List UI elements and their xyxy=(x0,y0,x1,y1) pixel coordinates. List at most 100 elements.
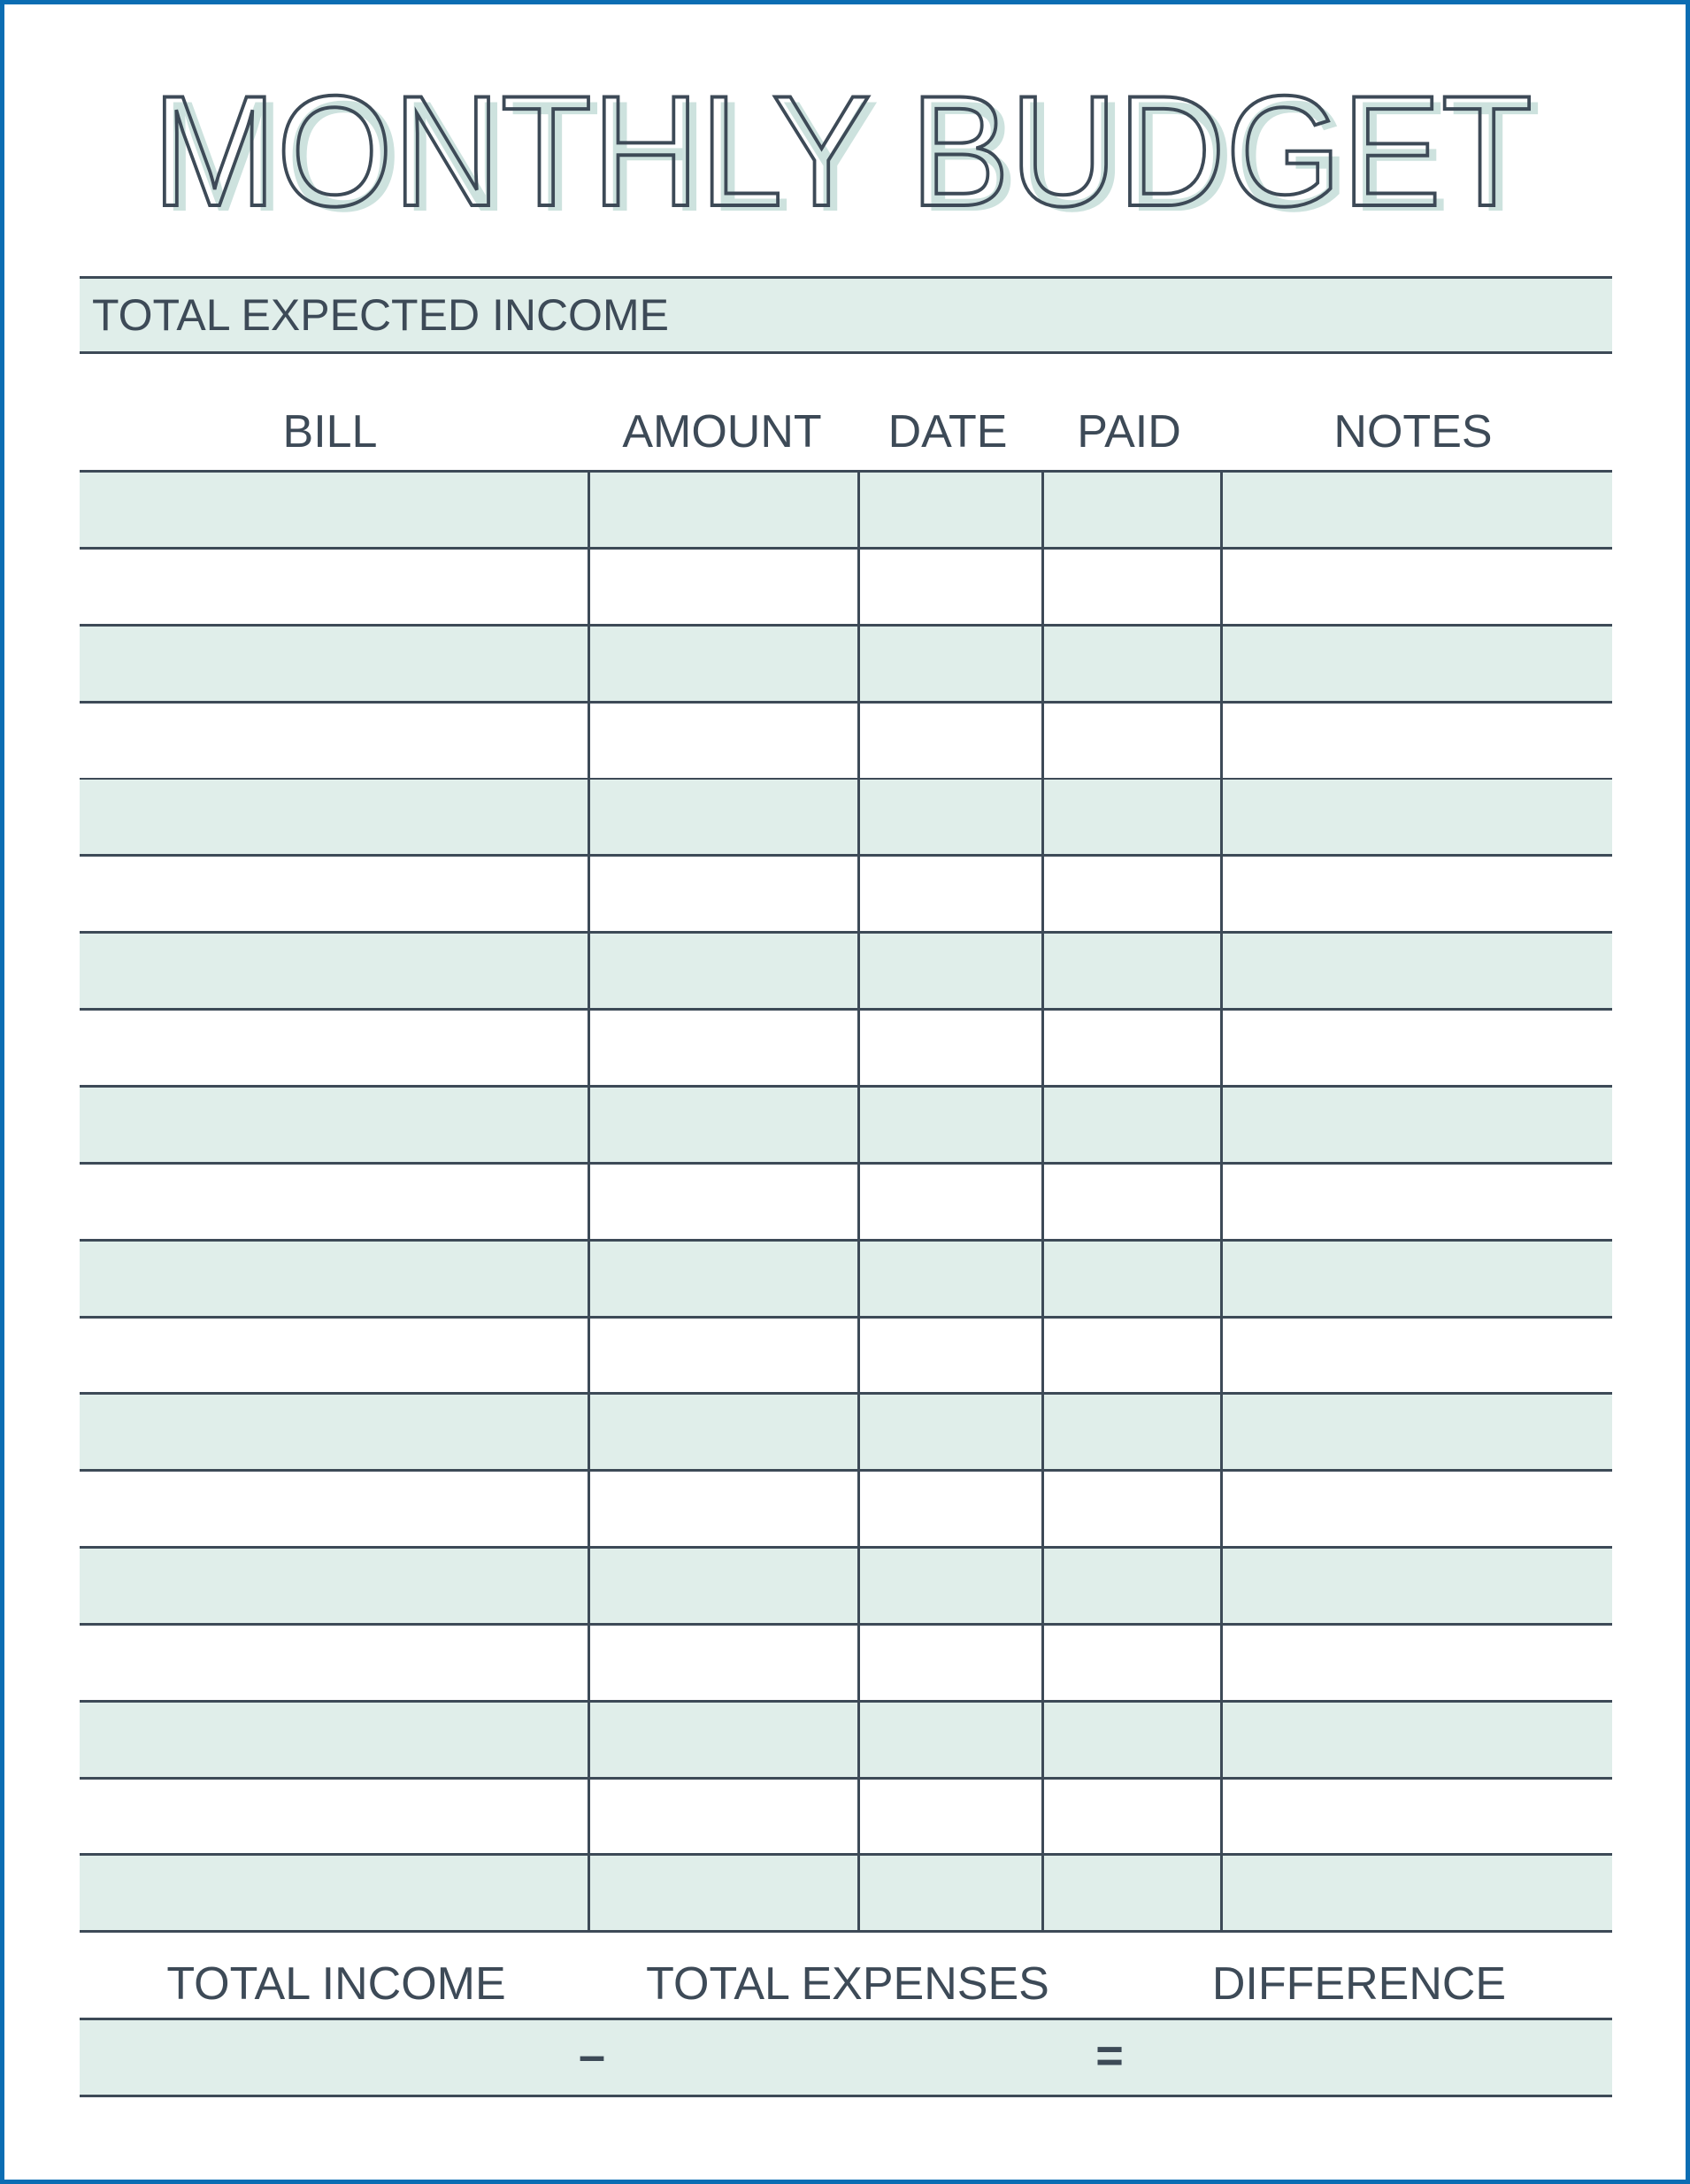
date-cell[interactable] xyxy=(857,1395,1041,1469)
date-cell[interactable] xyxy=(857,627,1041,701)
date-cell[interactable] xyxy=(857,1011,1041,1085)
paid-cell[interactable] xyxy=(1041,1011,1220,1085)
paid-cell[interactable] xyxy=(1041,627,1220,701)
amount-cell[interactable] xyxy=(588,1088,857,1162)
date-cell[interactable] xyxy=(857,857,1041,931)
notes-cell[interactable] xyxy=(1220,1318,1612,1392)
date-cell[interactable] xyxy=(857,1088,1041,1162)
amount-cell[interactable] xyxy=(588,780,857,854)
notes-cell[interactable] xyxy=(1220,780,1612,854)
totals-field[interactable] xyxy=(80,2018,1612,2097)
amount-cell[interactable] xyxy=(588,627,857,701)
date-cell[interactable] xyxy=(857,1856,1041,1930)
bill-cell[interactable] xyxy=(80,704,588,778)
notes-cell[interactable] xyxy=(1220,627,1612,701)
paid-cell[interactable] xyxy=(1041,1472,1220,1546)
paid-cell[interactable] xyxy=(1041,1088,1220,1162)
paid-cell[interactable] xyxy=(1041,1165,1220,1239)
date-cell[interactable] xyxy=(857,780,1041,854)
paid-cell[interactable] xyxy=(1041,1395,1220,1469)
amount-cell[interactable] xyxy=(588,550,857,624)
paid-cell[interactable] xyxy=(1041,1242,1220,1316)
amount-cell[interactable] xyxy=(588,1626,857,1700)
notes-cell[interactable] xyxy=(1220,704,1612,778)
paid-cell[interactable] xyxy=(1041,1703,1220,1777)
date-cell[interactable] xyxy=(857,1472,1041,1546)
bill-cell[interactable] xyxy=(80,1165,588,1239)
paid-cell[interactable] xyxy=(1041,550,1220,624)
bill-cell[interactable] xyxy=(80,934,588,1008)
bill-cell[interactable] xyxy=(80,1011,588,1085)
total-expected-income-field[interactable]: TOTAL EXPECTED INCOME xyxy=(80,276,1612,354)
amount-cell[interactable] xyxy=(588,1856,857,1930)
notes-cell[interactable] xyxy=(1220,1626,1612,1700)
notes-cell[interactable] xyxy=(1220,1011,1612,1085)
date-cell[interactable] xyxy=(857,1779,1041,1853)
date-cell[interactable] xyxy=(857,1242,1041,1316)
date-cell[interactable] xyxy=(857,1318,1041,1392)
bill-cell[interactable] xyxy=(80,1472,588,1546)
paid-cell[interactable] xyxy=(1041,1549,1220,1623)
amount-cell[interactable] xyxy=(588,1242,857,1316)
amount-cell[interactable] xyxy=(588,1472,857,1546)
paid-cell[interactable] xyxy=(1041,1856,1220,1930)
bill-cell[interactable] xyxy=(80,473,588,547)
bill-cell[interactable] xyxy=(80,627,588,701)
amount-cell[interactable] xyxy=(588,1011,857,1085)
amount-cell[interactable] xyxy=(588,1395,857,1469)
bill-cell[interactable] xyxy=(80,1856,588,1930)
date-cell[interactable] xyxy=(857,934,1041,1008)
amount-cell[interactable] xyxy=(588,704,857,778)
notes-cell[interactable] xyxy=(1220,1242,1612,1316)
amount-cell[interactable] xyxy=(588,1165,857,1239)
bill-cell[interactable] xyxy=(80,1318,588,1392)
total-income-label: TOTAL INCOME xyxy=(166,1958,506,2010)
amount-cell[interactable] xyxy=(588,1779,857,1853)
date-cell[interactable] xyxy=(857,1626,1041,1700)
amount-cell[interactable] xyxy=(588,934,857,1008)
date-cell[interactable] xyxy=(857,473,1041,547)
notes-cell[interactable] xyxy=(1220,934,1612,1008)
paid-cell[interactable] xyxy=(1041,1779,1220,1853)
notes-cell[interactable] xyxy=(1220,1472,1612,1546)
bill-cell[interactable] xyxy=(80,1779,588,1853)
notes-cell[interactable] xyxy=(1220,550,1612,624)
bill-cell[interactable] xyxy=(80,1395,588,1469)
amount-cell[interactable] xyxy=(588,857,857,931)
bill-cell[interactable] xyxy=(80,780,588,854)
column-header-amount: AMOUNT xyxy=(622,406,822,458)
notes-cell[interactable] xyxy=(1220,1779,1612,1853)
notes-cell[interactable] xyxy=(1220,473,1612,547)
date-cell[interactable] xyxy=(857,704,1041,778)
bill-cell[interactable] xyxy=(80,1549,588,1623)
notes-cell[interactable] xyxy=(1220,857,1612,931)
notes-cell[interactable] xyxy=(1220,1088,1612,1162)
paid-cell[interactable] xyxy=(1041,1318,1220,1392)
amount-cell[interactable] xyxy=(588,1703,857,1777)
paid-cell[interactable] xyxy=(1041,704,1220,778)
amount-cell[interactable] xyxy=(588,1549,857,1623)
amount-cell[interactable] xyxy=(588,1318,857,1392)
notes-cell[interactable] xyxy=(1220,1856,1612,1930)
bill-cell[interactable] xyxy=(80,1088,588,1162)
bill-cell[interactable] xyxy=(80,550,588,624)
amount-cell[interactable] xyxy=(588,473,857,547)
notes-cell[interactable] xyxy=(1220,1165,1612,1239)
bill-cell[interactable] xyxy=(80,1626,588,1700)
paid-cell[interactable] xyxy=(1041,1626,1220,1700)
table-row xyxy=(80,1626,1612,1703)
paid-cell[interactable] xyxy=(1041,473,1220,547)
paid-cell[interactable] xyxy=(1041,857,1220,931)
paid-cell[interactable] xyxy=(1041,780,1220,854)
notes-cell[interactable] xyxy=(1220,1549,1612,1623)
notes-cell[interactable] xyxy=(1220,1395,1612,1469)
notes-cell[interactable] xyxy=(1220,1703,1612,1777)
bill-cell[interactable] xyxy=(80,857,588,931)
bill-cell[interactable] xyxy=(80,1242,588,1316)
bill-cell[interactable] xyxy=(80,1703,588,1777)
paid-cell[interactable] xyxy=(1041,934,1220,1008)
date-cell[interactable] xyxy=(857,1549,1041,1623)
date-cell[interactable] xyxy=(857,1165,1041,1239)
date-cell[interactable] xyxy=(857,550,1041,624)
date-cell[interactable] xyxy=(857,1703,1041,1777)
